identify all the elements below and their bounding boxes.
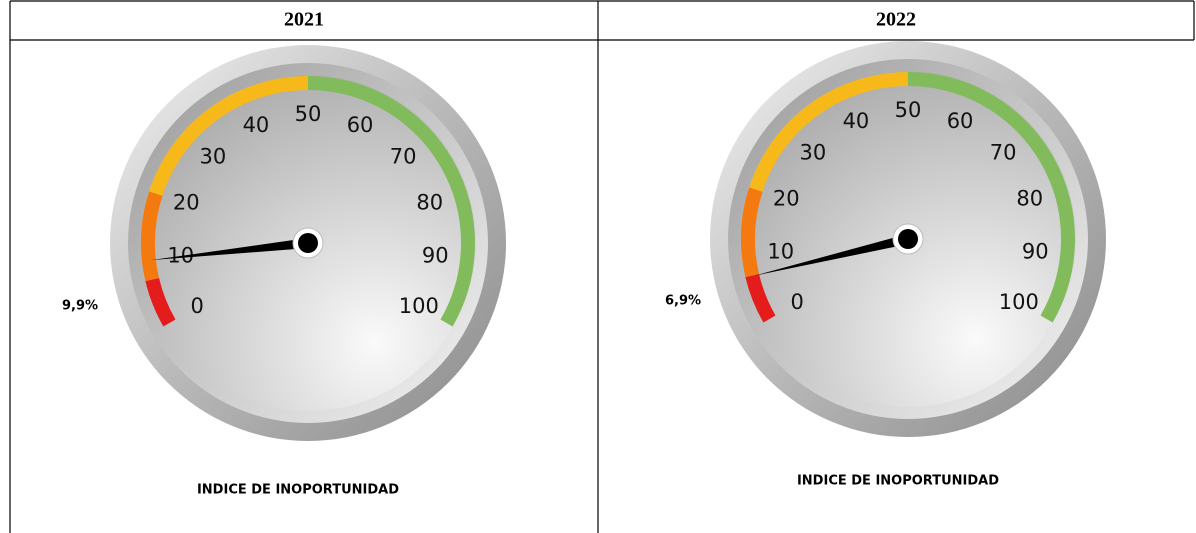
- gauge-title: INDICE DE INOPORTUNIDAD: [197, 483, 399, 498]
- gauge-tick-label: 100: [999, 290, 1039, 314]
- gauge-hub-center: [898, 229, 918, 249]
- gauge-band: [145, 277, 176, 327]
- gauge-band: [307, 76, 475, 327]
- column-header: 2022: [876, 9, 916, 31]
- gauge-tick-label: 20: [173, 190, 200, 214]
- gauge-tick-label: 80: [416, 190, 443, 214]
- table-borders: [9, 0, 1195, 533]
- gauge-band: [741, 187, 763, 278]
- gauge-tick-label: 50: [895, 98, 922, 122]
- gauge-tick-label: 80: [1016, 186, 1043, 210]
- value-label: 6,9%: [665, 294, 701, 309]
- gauge-band: [907, 72, 1075, 323]
- gauge-band: [141, 191, 163, 282]
- gauge-tick-label: 30: [800, 140, 827, 164]
- gauge-hub-center: [298, 233, 318, 253]
- gauge-tick-label: 50: [295, 102, 322, 126]
- gauge-tick-label: 0: [190, 294, 203, 318]
- gauge-band: [749, 72, 909, 192]
- gauge-tick-label: 100: [399, 294, 439, 318]
- gauge-needle: [150, 238, 309, 261]
- gauge-tick-label: 40: [843, 109, 870, 133]
- gauge-needle: [754, 234, 910, 276]
- gauge-tick-label: 60: [947, 109, 974, 133]
- gauge-band: [745, 273, 776, 323]
- gauge-title: INDICE DE INOPORTUNIDAD: [797, 474, 999, 489]
- gauge-tick-label: 0: [790, 290, 803, 314]
- gauge-tick-label: 90: [422, 243, 449, 267]
- gauge-band: [149, 76, 309, 196]
- column-header: 2021: [284, 9, 324, 31]
- gauge-tick-label: 20: [773, 186, 800, 210]
- gauge-tick-label: 90: [1022, 239, 1049, 263]
- gauge-tick-label: 40: [243, 113, 270, 137]
- gauge-tick-label: 70: [390, 144, 417, 168]
- gauge-tick-label: 60: [347, 113, 374, 137]
- gauge-tick-label: 30: [200, 144, 227, 168]
- gauge-tick-label: 10: [767, 239, 794, 263]
- value-label: 9,9%: [62, 299, 98, 314]
- gauge-tick-label: 70: [990, 140, 1017, 164]
